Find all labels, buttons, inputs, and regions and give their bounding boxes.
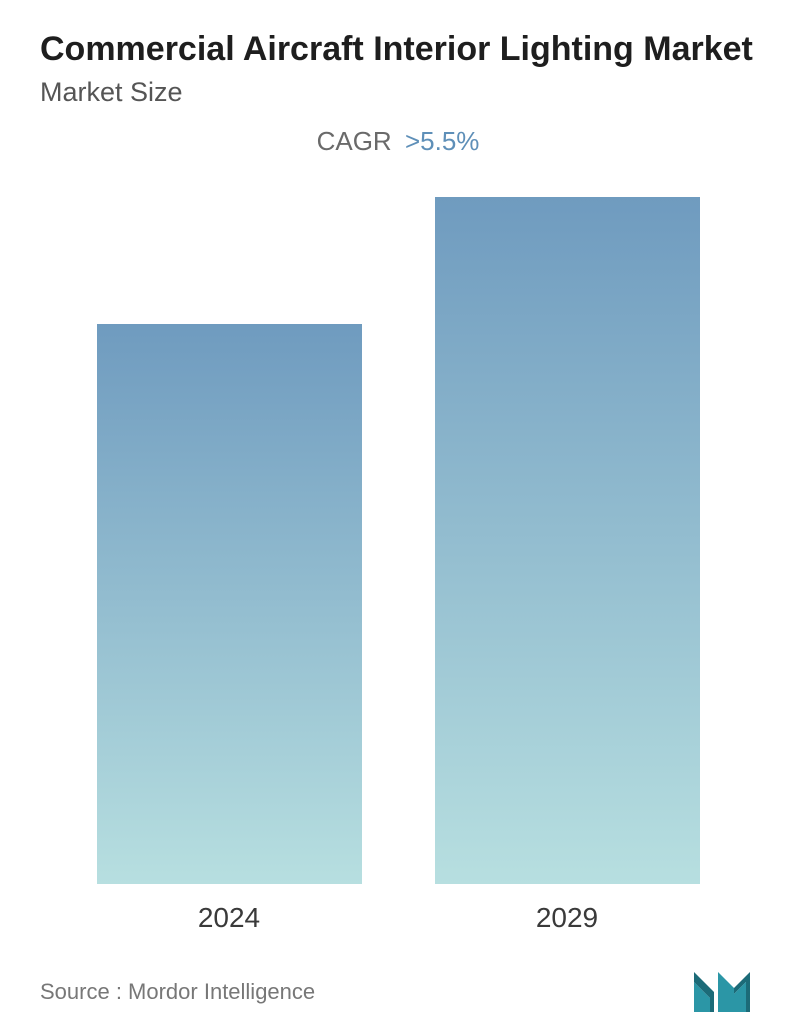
cagr-row: CAGR >5.5%	[40, 126, 756, 157]
footer: Source : Mordor Intelligence	[40, 944, 756, 1014]
source-text: Source : Mordor Intelligence	[40, 979, 315, 1005]
bar	[97, 324, 362, 885]
bar-chart: 2024 2029	[40, 197, 756, 945]
page-title: Commercial Aircraft Interior Lighting Ma…	[40, 28, 756, 71]
mordor-logo-icon	[692, 970, 756, 1014]
infographic-container: Commercial Aircraft Interior Lighting Ma…	[0, 0, 796, 1034]
bar	[435, 197, 700, 885]
cagr-operator: >	[405, 126, 420, 156]
bar-label: 2029	[536, 902, 598, 934]
bar-slot: 2024	[97, 197, 362, 935]
page-subtitle: Market Size	[40, 77, 756, 108]
cagr-label: CAGR	[317, 126, 392, 156]
cagr-value: 5.5%	[420, 126, 479, 156]
bar-slot: 2029	[435, 197, 700, 935]
bar-label: 2024	[198, 902, 260, 934]
